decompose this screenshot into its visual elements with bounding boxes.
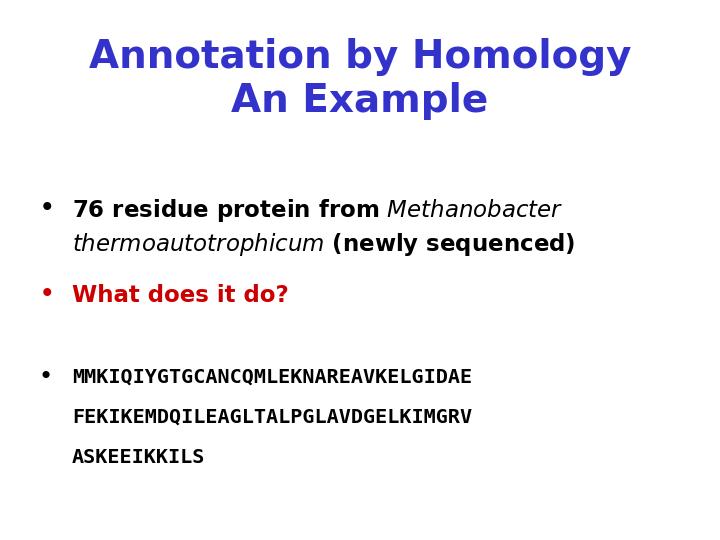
Text: •: • xyxy=(40,367,52,386)
Text: 76 residue protein from $\mathit{Methanobacter}$
$\mathit{thermoautotrophicum}$ : 76 residue protein from $\mathit{Methano… xyxy=(72,197,575,258)
Text: MMKIQIYGTGCANCQMLEKNAREAVKELGIDAE: MMKIQIYGTGCANCQMLEKNAREAVKELGIDAE xyxy=(72,367,472,386)
Text: What does it do?: What does it do? xyxy=(72,284,289,307)
Text: FEKIKEMDQILEAGLTALPGLAVDGELKIMGRV: FEKIKEMDQILEAGLTALPGLAVDGELKIMGRV xyxy=(72,408,472,427)
Text: ASKEEIKKILS: ASKEEIKKILS xyxy=(72,448,205,467)
Text: Annotation by Homology
An Example: Annotation by Homology An Example xyxy=(89,38,631,120)
Text: •: • xyxy=(40,197,54,220)
Text: •: • xyxy=(40,284,54,307)
